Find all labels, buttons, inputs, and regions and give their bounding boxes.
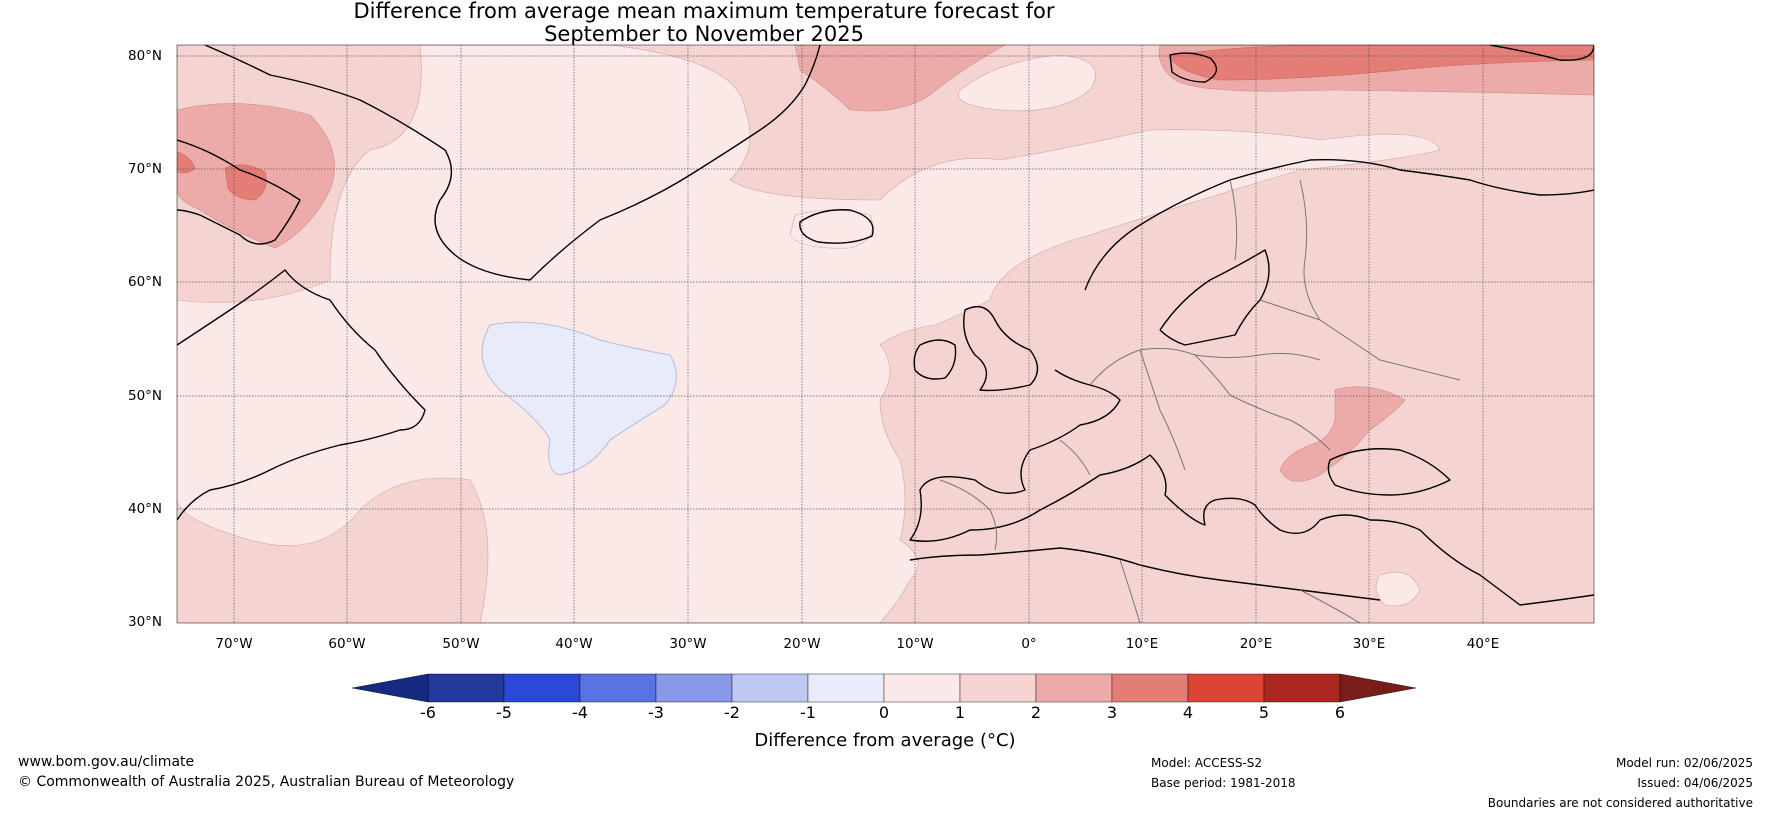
north-africa-coast bbox=[909, 547, 1381, 601]
footer-copyright: © Commonwealth of Australia 2025, Austra… bbox=[18, 774, 515, 790]
colorbar-tick-label: 1 bbox=[954, 703, 966, 722]
colorbar-tick-label: 4 bbox=[1182, 703, 1194, 722]
colorbar-segment bbox=[731, 673, 809, 703]
lon-label-50w: 50°W bbox=[442, 636, 480, 652]
colorbar-tick-label: 0 bbox=[878, 703, 890, 722]
colorbar-tick-label: 2 bbox=[1030, 703, 1042, 722]
colorbar-tick-label: -4 bbox=[572, 703, 588, 722]
coastlines bbox=[177, 45, 1594, 606]
lat-label-30n: 30°N bbox=[128, 614, 163, 630]
anomaly-region-0-1-north bbox=[958, 54, 1096, 112]
anomaly-region-2-3-greenland bbox=[794, 45, 1006, 112]
colorbar-segment bbox=[1111, 673, 1189, 703]
lat-label-70n: 70°N bbox=[128, 161, 163, 177]
anomaly-region-0-1-med bbox=[1375, 571, 1421, 607]
map-plot-area bbox=[177, 45, 1594, 623]
anomaly-region-0-1 bbox=[177, 45, 1441, 623]
title-line-1: Difference from average mean maximum tem… bbox=[353, 0, 1055, 23]
colorbar-segment bbox=[883, 673, 961, 703]
anomaly-region-3-4-baffin bbox=[224, 164, 267, 201]
anomaly-region-3-4-baffin-west bbox=[177, 151, 196, 174]
map-frame bbox=[176, 44, 1595, 624]
anomaly-region-3-4-barents bbox=[1169, 45, 1594, 81]
colorbar-segment bbox=[579, 673, 657, 703]
colorbar-tick-label: 6 bbox=[1334, 703, 1346, 722]
anomaly-region-2-3-balkans bbox=[1279, 386, 1406, 482]
novaya-zemlya-coast bbox=[1489, 45, 1594, 61]
colorbar-tick-label: -1 bbox=[800, 703, 816, 722]
colorbar-low-extend bbox=[351, 673, 429, 703]
colorbar-segment bbox=[959, 673, 1037, 703]
footer-website: www.bom.gov.au/climate bbox=[18, 754, 195, 770]
lon-label-60w: 60°W bbox=[328, 636, 366, 652]
colorbar-segment bbox=[1187, 673, 1265, 703]
svalbard-coast bbox=[1169, 52, 1218, 83]
lon-label-20e: 20°E bbox=[1239, 636, 1273, 652]
baffin-coast bbox=[177, 139, 301, 245]
lat-label-80n: 80°N bbox=[128, 48, 163, 64]
lon-label-70w: 70°W bbox=[215, 636, 253, 652]
colorbar-segment bbox=[503, 673, 581, 703]
anomaly-region-minus1-0 bbox=[481, 321, 677, 476]
country-borders bbox=[939, 179, 1461, 623]
colorbar-label: Difference from average (°C) bbox=[754, 730, 1016, 751]
labrador-coast bbox=[177, 269, 426, 521]
lon-label-40e: 40°E bbox=[1466, 636, 1500, 652]
footer-base-period: Base period: 1981-2018 bbox=[1151, 776, 1296, 790]
colorbar-segment bbox=[807, 673, 885, 703]
footer-model: Model: ACCESS-S2 bbox=[1151, 756, 1263, 770]
lon-label-30e: 30°E bbox=[1352, 636, 1386, 652]
colorbar-segment bbox=[427, 673, 505, 703]
lon-label-10w: 10°W bbox=[896, 636, 934, 652]
lon-label-20w: 20°W bbox=[783, 636, 821, 652]
colorbar-tick-label: -6 bbox=[420, 703, 436, 722]
greenland-coast bbox=[204, 45, 821, 281]
lon-label-10e: 10°E bbox=[1125, 636, 1159, 652]
colorbar-tick-label: 5 bbox=[1258, 703, 1270, 722]
colorbar-tick-label: -3 bbox=[648, 703, 664, 722]
colorbar-high-extend bbox=[1339, 673, 1417, 703]
footer-disclaimer: Boundaries are not considered authoritat… bbox=[1487, 796, 1753, 810]
footer-model-run: Model run: 02/06/2025 bbox=[1615, 756, 1753, 770]
scandinavia-coast bbox=[1084, 159, 1594, 291]
lon-label-0: 0° bbox=[1021, 636, 1037, 652]
colorbar-tick-label: -5 bbox=[496, 703, 512, 722]
colorbar-segment bbox=[1263, 673, 1341, 703]
colorbar-segment bbox=[655, 673, 733, 703]
graticule bbox=[177, 45, 1594, 623]
footer-issued: Issued: 04/06/2025 bbox=[1637, 776, 1753, 790]
lon-label-30w: 30°W bbox=[669, 636, 707, 652]
colorbar-tick-label: 3 bbox=[1106, 703, 1118, 722]
britain-coast bbox=[963, 306, 1039, 392]
iceland-coast bbox=[799, 209, 874, 244]
lon-label-40w: 40°W bbox=[555, 636, 593, 652]
ireland-coast bbox=[913, 339, 957, 380]
colorbar bbox=[351, 673, 1417, 703]
title-line-2: September to November 2025 bbox=[544, 22, 864, 46]
black-sea-coast bbox=[1327, 448, 1451, 496]
map-title: Difference from average mean maximum tem… bbox=[0, 0, 1408, 46]
colorbar-segment bbox=[1035, 673, 1113, 703]
colorbar-tick-label: -2 bbox=[724, 703, 740, 722]
europe-coast bbox=[909, 369, 1594, 606]
lat-label-40n: 40°N bbox=[128, 501, 163, 517]
lat-label-50n: 50°N bbox=[128, 388, 163, 404]
lat-label-60n: 60°N bbox=[128, 274, 163, 290]
